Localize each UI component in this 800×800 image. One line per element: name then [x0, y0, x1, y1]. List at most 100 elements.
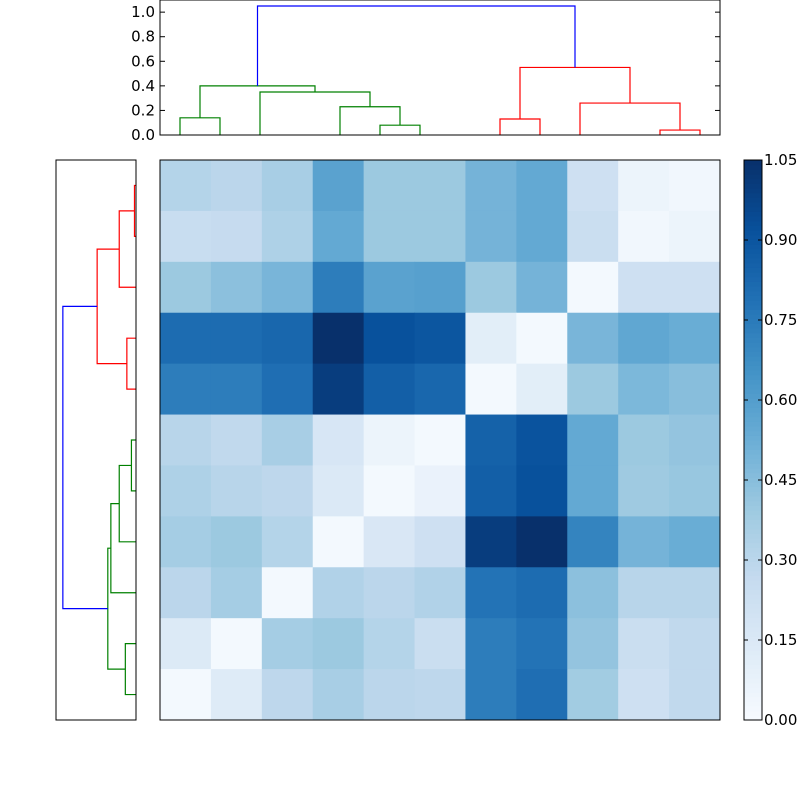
colorbar-gradient-band — [744, 281, 762, 287]
heatmap-cell — [669, 516, 721, 568]
heatmap-cell — [516, 312, 568, 365]
heatmap-cell — [210, 160, 263, 212]
colorbar-gradient-band — [744, 654, 762, 660]
left-dendrogram — [55, 159, 137, 721]
heatmap-cell — [363, 210, 416, 263]
heatmap-cell — [261, 160, 314, 212]
colorbar-gradient-band — [744, 519, 762, 525]
top-dendrogram-ytick-label: 0.4 — [131, 77, 155, 95]
colorbar-gradient-band — [744, 290, 762, 296]
heatmap-cell — [210, 363, 263, 416]
heatmap-cell — [618, 261, 670, 314]
colorbar-gradient-band — [744, 538, 762, 544]
heatmap-cell — [669, 669, 721, 721]
heatmap-cell — [516, 160, 568, 212]
colorbar-gradient-band — [744, 416, 762, 422]
colorbar-gradient-band — [744, 374, 762, 380]
heatmap-cell — [669, 414, 721, 466]
heatmap-cell — [312, 160, 365, 212]
heatmap-cell — [618, 567, 670, 619]
colorbar-gradient-band — [744, 514, 762, 520]
heatmap-cell — [414, 363, 466, 416]
heatmap-cell — [261, 465, 314, 517]
colorbar-gradient-band — [744, 566, 762, 572]
colorbar-gradient-band — [744, 636, 762, 642]
colorbar-gradient-band — [744, 393, 762, 399]
heatmap-cell — [618, 669, 670, 721]
colorbar-gradient-band — [744, 486, 762, 492]
colorbar-gradient-band — [744, 276, 762, 282]
colorbar-gradient-band — [744, 206, 762, 212]
colorbar-gradient-band — [744, 482, 762, 488]
heatmap-cell — [618, 210, 670, 263]
heatmap-cell — [160, 516, 212, 568]
colorbar-gradient-band — [744, 430, 762, 436]
colorbar-gradient-band — [744, 496, 762, 502]
colorbar-gradient-band — [744, 346, 762, 352]
colorbar-gradient-band — [744, 351, 762, 357]
colorbar-gradient-band — [744, 234, 762, 240]
heatmap-cell — [312, 414, 365, 466]
colorbar-gradient-band — [744, 505, 762, 511]
heatmap-cell — [567, 160, 619, 212]
colorbar-gradient-band — [744, 309, 762, 315]
colorbar-gradient-band — [744, 262, 762, 268]
heatmap-cell — [465, 363, 517, 416]
heatmap-cell — [567, 465, 619, 517]
colorbar-tick-label: 0.90 — [764, 231, 797, 249]
heatmap-cell — [160, 312, 212, 365]
heatmap-cell — [363, 618, 416, 670]
heatmap-cell — [669, 363, 721, 416]
colorbar-gradient-band — [744, 188, 762, 194]
heatmap-cell — [363, 516, 416, 568]
colorbar-gradient-band — [744, 491, 762, 497]
colorbar-gradient-band — [744, 622, 762, 628]
heatmap-cell — [261, 414, 314, 466]
colorbar-gradient-band — [744, 244, 762, 250]
heatmap — [159, 159, 721, 721]
left-dendrogram-link — [107, 547, 126, 670]
colorbar-gradient-band — [744, 216, 762, 222]
heatmap-cell — [669, 160, 721, 212]
colorbar-gradient-band — [744, 426, 762, 432]
heatmap-cell — [414, 516, 466, 568]
colorbar-gradient-band — [744, 248, 762, 254]
heatmap-cell — [465, 261, 517, 314]
colorbar-gradient-band — [744, 225, 762, 231]
heatmap-cell — [516, 669, 568, 721]
top-dendrogram-link — [519, 66, 631, 120]
left-dendrogram-link — [118, 464, 136, 543]
colorbar-gradient-band — [744, 365, 762, 371]
colorbar-gradient-band — [744, 673, 762, 679]
colorbar-gradient-band — [744, 407, 762, 413]
heatmap-cell — [160, 567, 212, 619]
colorbar-gradient-band — [744, 584, 762, 590]
heatmap-cell — [516, 465, 568, 517]
heatmap-cell — [567, 312, 619, 365]
heatmap-cell — [312, 465, 365, 517]
heatmap-cell — [312, 312, 365, 365]
colorbar-gradient-band — [744, 178, 762, 184]
colorbar-gradient-band — [744, 337, 762, 343]
colorbar-gradient-band — [744, 440, 762, 446]
heatmap-cell — [261, 261, 314, 314]
colorbar-gradient-band — [744, 645, 762, 651]
colorbar-gradient-band — [744, 598, 762, 604]
colorbar-gradient-band — [744, 192, 762, 198]
colorbar-gradient-band — [744, 556, 762, 562]
colorbar-gradient-band — [744, 267, 762, 273]
heatmap-cell — [363, 669, 416, 721]
heatmap-cell — [567, 414, 619, 466]
left-dendrogram-link — [118, 210, 136, 288]
heatmap-cell — [210, 618, 263, 670]
colorbar-gradient-band — [744, 332, 762, 338]
colorbar-gradient-band — [744, 500, 762, 506]
colorbar-gradient-band — [744, 169, 762, 175]
heatmap-cell — [465, 210, 517, 263]
top-dendrogram-ytick-label: 1.0 — [131, 3, 155, 21]
heatmap-cell — [516, 363, 568, 416]
heatmap-cell — [261, 210, 314, 263]
heatmap-cell — [465, 516, 517, 568]
heatmap-cell — [669, 210, 721, 263]
colorbar-gradient-band — [744, 552, 762, 558]
